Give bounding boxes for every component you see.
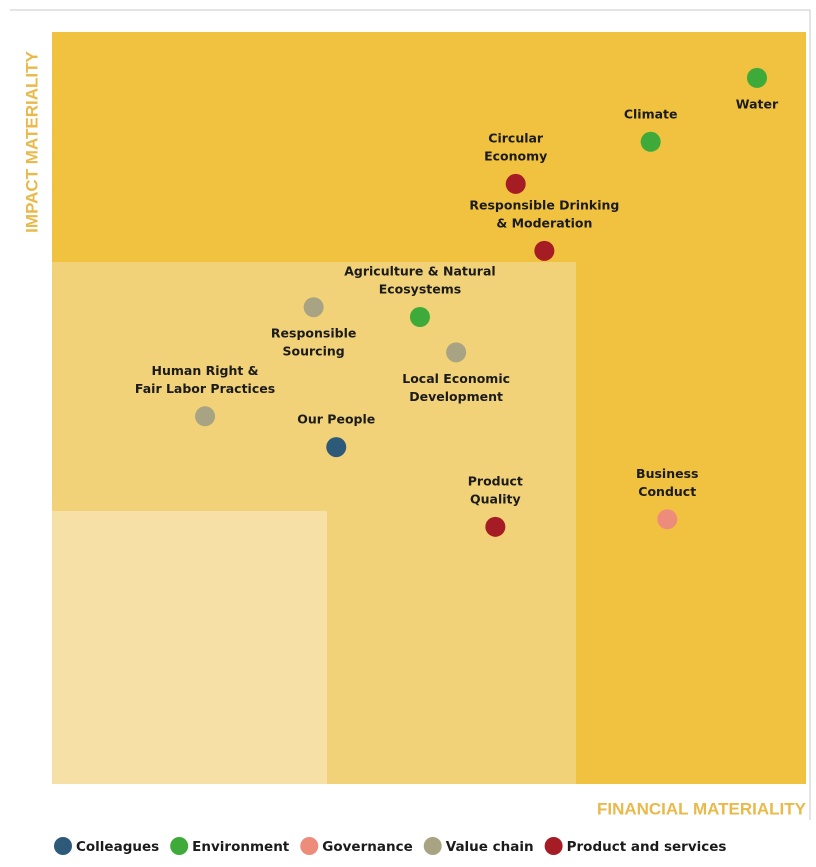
point-label: Sourcing (283, 344, 345, 359)
legend-swatch (54, 837, 72, 855)
data-point (534, 240, 555, 261)
zone-low (52, 511, 327, 784)
legend-label: Value chain (446, 839, 534, 855)
data-point (746, 67, 767, 88)
point-label: Circular (488, 130, 544, 145)
legend-swatch (544, 837, 563, 855)
point-label: & Moderation (496, 215, 592, 230)
data-point (640, 131, 661, 152)
point-label: Fair Labor Practices (135, 381, 275, 396)
point-label: Responsible (271, 326, 356, 341)
data-point (485, 516, 506, 537)
point-label: Business (636, 466, 698, 481)
point-label: Conduct (638, 484, 696, 499)
data-point (303, 297, 324, 318)
point-label: Product (468, 473, 523, 488)
point-label: Responsible Drinking (469, 197, 619, 212)
legend-swatch (170, 837, 189, 855)
data-point (657, 509, 678, 530)
point-label: Our People (297, 412, 375, 427)
data-point (326, 437, 347, 458)
y-axis-label: IMPACT MATERIALITY (22, 51, 41, 233)
point-label: Human Right & (152, 363, 259, 378)
point-label: Water (736, 96, 779, 111)
legend-label: Product and services (567, 839, 727, 855)
point-label: Economy (484, 148, 547, 163)
legend-label: Governance (322, 839, 412, 855)
point-label: Climate (624, 106, 678, 121)
x-axis-label: FINANCIAL MATERIALITY (597, 799, 807, 818)
data-point (505, 173, 526, 194)
point-label: Agriculture & Natural (344, 264, 495, 279)
point-label: Development (409, 389, 503, 404)
point-label: Quality (470, 491, 521, 506)
point-label: Local Economic (402, 371, 510, 386)
legend-swatch (300, 837, 319, 855)
legend-label: Environment (192, 839, 290, 855)
data-point (195, 406, 216, 427)
data-point (409, 307, 430, 328)
legend-label: Colleagues (76, 839, 159, 855)
legend-swatch (423, 837, 442, 855)
point-label: Ecosystems (379, 282, 461, 297)
data-point (446, 342, 467, 363)
